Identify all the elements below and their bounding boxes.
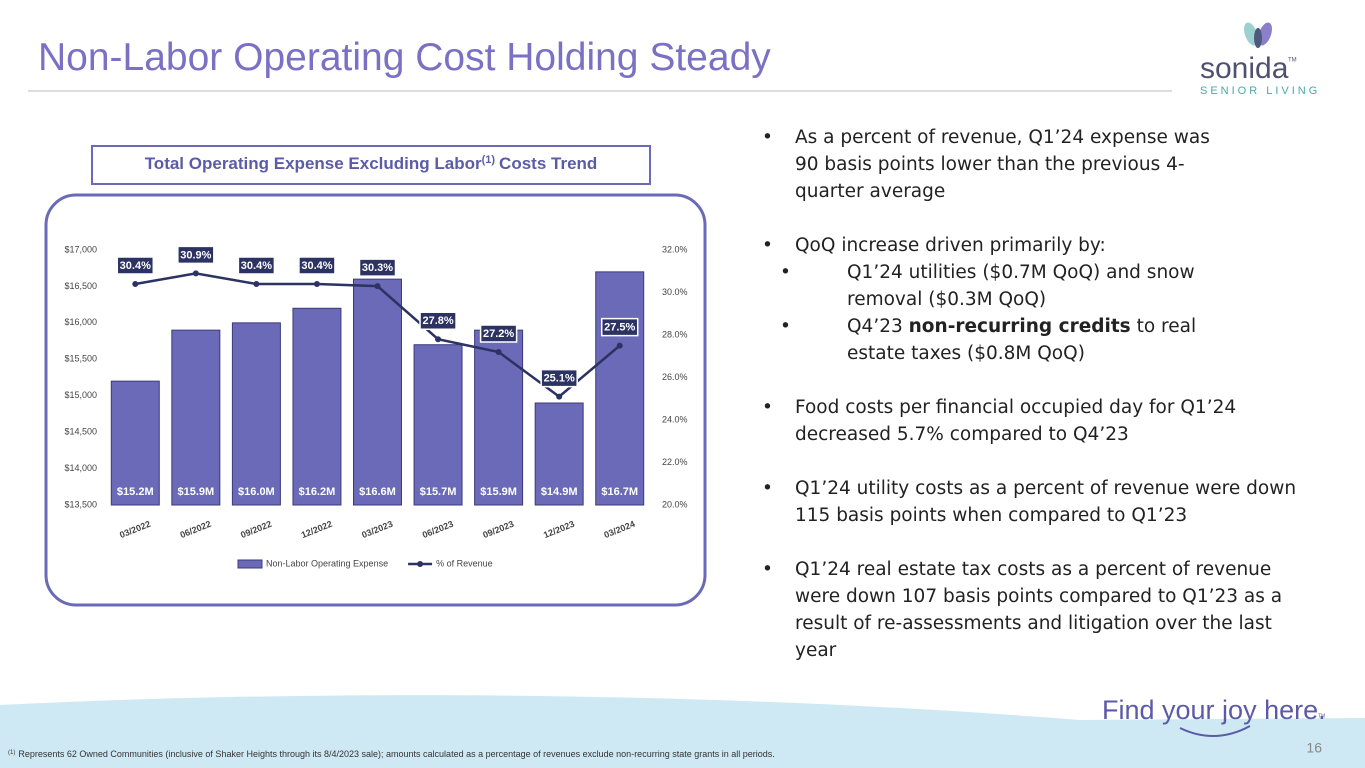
line-point xyxy=(435,336,442,343)
point-label-box xyxy=(298,256,336,275)
bullet: Q1’24 real estate tax costs as a percent… xyxy=(760,556,1295,664)
y-tick-label: $15,500 xyxy=(64,354,97,364)
y2-tick-label: 30.0% xyxy=(662,287,688,297)
y-tick-label: $15,000 xyxy=(64,390,97,400)
y-tick-label: $13,500 xyxy=(64,499,97,509)
slogan-smile xyxy=(1179,725,1251,737)
y2-tick-label: 24.0% xyxy=(662,414,688,424)
line-point xyxy=(616,342,623,349)
bar-value-label: $15.2M xyxy=(117,486,154,498)
bar-value-label: $14.9M xyxy=(541,486,578,498)
point-label-box xyxy=(540,368,578,388)
point-label-box xyxy=(479,324,518,343)
line-point xyxy=(253,281,260,287)
chart: $13,500 $14,000 $14,500 $15,000 $15,500 $16,0… xyxy=(64,244,688,569)
y-tick-label: $16,000 xyxy=(64,317,97,327)
line-point xyxy=(556,393,563,400)
bar-value-label: $15.9M xyxy=(480,486,517,498)
point-label-box xyxy=(358,258,397,277)
point-label: 27.2% xyxy=(483,328,514,340)
chart-title-main: Total Operating Expense Excluding Labor xyxy=(145,154,482,173)
point-label: 30.3% xyxy=(362,262,393,274)
logo-tm: TM xyxy=(1288,58,1297,64)
bar xyxy=(595,271,645,506)
bar xyxy=(110,380,160,506)
slogan-tm: TM xyxy=(1318,713,1325,719)
point-label-box xyxy=(419,311,457,330)
legend-swatch-dot xyxy=(417,561,424,567)
legend-label: % of Revenue xyxy=(436,558,493,568)
point-label: 27.8% xyxy=(422,315,453,327)
footnote: (1) Represents 62 Owned Communities (incl… xyxy=(8,749,775,759)
chart-title: Total Operating Expense Excluding Labor(… xyxy=(145,154,598,174)
legend-swatch xyxy=(237,559,263,569)
sub-bullet: Q4’23 non-recurring credits to real esta… xyxy=(760,313,1227,367)
point-label: 27.5% xyxy=(604,322,635,334)
bullet-text: QoQ increase driven primarily by: xyxy=(795,235,1106,256)
line-point xyxy=(192,270,199,277)
sub-bullet-bold: non-recurring credits xyxy=(908,316,1131,337)
line-point xyxy=(313,281,320,287)
y2-tick-label: 26.0% xyxy=(662,372,688,382)
chart-title-end: Costs Trend xyxy=(499,154,597,173)
sub-bullet-text: to real estate taxes ($0.8M QoQ) xyxy=(847,316,1197,364)
bar xyxy=(413,344,463,506)
bar-value-label: $16.6M xyxy=(359,486,396,498)
y-tick-label: $17,000 xyxy=(64,244,97,254)
page-number: 16 xyxy=(1306,740,1322,756)
y2-tick-label: 32.0% xyxy=(662,244,688,254)
sub-bullet: Q1’24 utilities ($0.7M QoQ) and snow rem… xyxy=(760,259,1207,313)
point-label: 30.9% xyxy=(180,249,211,261)
bar-value-label: $15.7M xyxy=(420,486,457,498)
line-point xyxy=(495,349,502,355)
sub-bullet-text: Q1’24 utilities ($0.7M QoQ) and snow rem… xyxy=(847,262,1195,310)
point-label-box xyxy=(237,256,276,275)
bar xyxy=(231,322,281,506)
y-tick-label: $16,500 xyxy=(64,281,97,291)
footer-wave xyxy=(0,695,1365,768)
bar xyxy=(171,329,221,506)
point-label-box xyxy=(116,256,155,275)
bullet: Q1’24 utility costs as a percent of reve… xyxy=(760,475,1305,529)
y-tick-label: $14,500 xyxy=(64,427,97,437)
footnote-text: Represents 62 Owned Communities (inclusi… xyxy=(18,749,774,759)
chart-title-sup: (1) xyxy=(482,154,496,166)
line-point xyxy=(374,283,381,290)
logo-tagline: SENIOR LIVING xyxy=(1200,85,1320,97)
legend-label: Non-Labor Operating Expense xyxy=(266,558,388,568)
slide-title: Non-Labor Operating Cost Holding Steady xyxy=(38,36,771,79)
bullet: QoQ increase driven primarily by: Q1’24 … xyxy=(760,232,1320,367)
y2-tick-label: 20.0% xyxy=(662,499,688,509)
line-point xyxy=(132,281,139,287)
point-label: 30.4% xyxy=(241,260,272,272)
chart-title-box xyxy=(91,145,651,185)
logo-name: sonida xyxy=(1200,52,1289,85)
bar xyxy=(474,329,524,506)
bullet-list: As a percent of revenue, Q1’24 expense w… xyxy=(760,124,1320,691)
point-label: 30.4% xyxy=(301,260,332,272)
logo-icon xyxy=(1244,22,1272,48)
y2-tick-label: 22.0% xyxy=(662,457,688,467)
sub-bullet-text: Q4’23 xyxy=(847,316,909,337)
bar xyxy=(292,307,342,506)
bullet: Food costs per financial occupied day fo… xyxy=(760,394,1255,448)
bar-value-label: $16.0M xyxy=(238,486,275,498)
point-label-box xyxy=(177,245,215,265)
footnote-mark: (1) xyxy=(8,750,15,756)
y-tick-label: $14,000 xyxy=(64,463,97,473)
bar-value-label: $16.7M xyxy=(601,486,638,498)
bar xyxy=(534,402,584,506)
point-label: 25.1% xyxy=(544,373,575,385)
bar-value-label: $16.2M xyxy=(299,486,336,498)
y2-tick-label: 28.0% xyxy=(662,329,688,339)
bar xyxy=(353,278,402,506)
slogan: Find your joy here. xyxy=(1102,695,1326,725)
bar-value-label: $15.9M xyxy=(177,486,214,498)
point-label: 30.4% xyxy=(120,260,151,272)
point-label-box xyxy=(600,317,639,337)
bullet: As a percent of revenue, Q1’24 expense w… xyxy=(760,124,1225,205)
